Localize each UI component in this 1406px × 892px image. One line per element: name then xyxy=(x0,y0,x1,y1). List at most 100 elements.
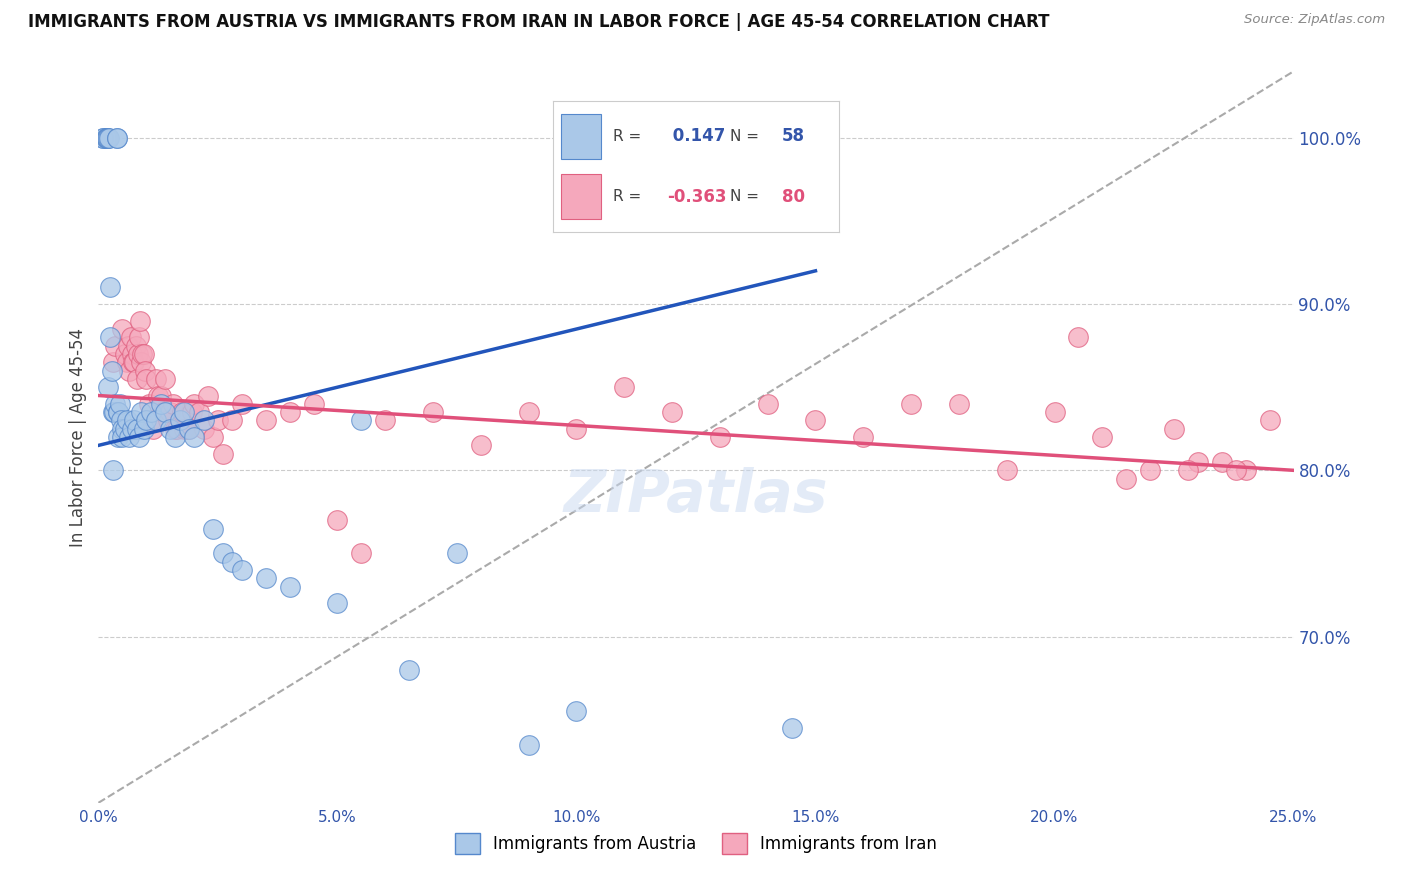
Point xyxy=(231,563,253,577)
Point xyxy=(398,663,420,677)
Point xyxy=(326,596,349,610)
Point xyxy=(995,463,1018,477)
Point xyxy=(780,721,803,735)
Point xyxy=(101,405,124,419)
Point xyxy=(121,347,143,361)
Legend: Immigrants from Austria, Immigrants from Iran: Immigrants from Austria, Immigrants from… xyxy=(449,827,943,860)
Point xyxy=(105,131,128,145)
Point xyxy=(120,330,142,344)
Point xyxy=(183,430,205,444)
Text: ZIPatlas: ZIPatlas xyxy=(564,467,828,524)
Point xyxy=(159,422,181,436)
Point xyxy=(197,388,219,402)
Point xyxy=(110,413,132,427)
Point xyxy=(131,347,153,361)
Point xyxy=(565,705,588,719)
Point xyxy=(101,363,124,377)
Point xyxy=(162,397,184,411)
Point xyxy=(166,422,188,436)
Point xyxy=(132,422,155,436)
Point xyxy=(1043,405,1066,419)
Point xyxy=(127,347,149,361)
Point xyxy=(221,413,243,427)
Point xyxy=(1187,455,1209,469)
Point xyxy=(145,372,167,386)
Point xyxy=(148,388,170,402)
Point xyxy=(302,397,325,411)
Point xyxy=(173,405,195,419)
Text: IMMIGRANTS FROM AUSTRIA VS IMMIGRANTS FROM IRAN IN LABOR FORCE | AGE 45-54 CORRE: IMMIGRANTS FROM AUSTRIA VS IMMIGRANTS FR… xyxy=(28,13,1050,31)
Point xyxy=(108,397,131,411)
Point xyxy=(565,422,588,436)
Point xyxy=(155,405,177,419)
Point xyxy=(101,463,124,477)
Text: Source: ZipAtlas.com: Source: ZipAtlas.com xyxy=(1244,13,1385,27)
Point xyxy=(169,413,191,427)
Point xyxy=(97,380,120,394)
Point xyxy=(149,397,172,411)
Point xyxy=(1211,455,1233,469)
Point xyxy=(139,413,162,427)
Point xyxy=(134,363,156,377)
Point xyxy=(121,355,143,369)
Point xyxy=(139,405,162,419)
Point xyxy=(111,430,134,444)
Point xyxy=(207,413,229,427)
Point xyxy=(103,405,125,419)
Point xyxy=(125,372,148,386)
Point xyxy=(104,339,127,353)
Point xyxy=(97,131,120,145)
Point xyxy=(98,330,122,344)
Point xyxy=(111,322,134,336)
Point xyxy=(1067,330,1090,344)
Point xyxy=(517,738,540,752)
Point xyxy=(118,430,141,444)
Point xyxy=(118,363,141,377)
Point xyxy=(446,546,468,560)
Point xyxy=(1163,422,1185,436)
Point xyxy=(193,422,215,436)
Point xyxy=(254,413,277,427)
Point xyxy=(91,131,114,145)
Point xyxy=(221,555,243,569)
Point xyxy=(193,413,215,427)
Point xyxy=(114,347,136,361)
Point xyxy=(97,131,120,145)
Point xyxy=(756,397,779,411)
Point xyxy=(326,513,349,527)
Point xyxy=(180,405,202,419)
Point xyxy=(163,422,186,436)
Point xyxy=(517,405,540,419)
Point xyxy=(96,131,118,145)
Point xyxy=(152,405,174,419)
Point xyxy=(135,413,157,427)
Point xyxy=(125,422,148,436)
Point xyxy=(132,347,155,361)
Point xyxy=(172,405,194,419)
Point xyxy=(163,430,186,444)
Point xyxy=(1234,463,1257,477)
Point xyxy=(125,339,148,353)
Point xyxy=(183,397,205,411)
Point xyxy=(135,372,157,386)
Point xyxy=(254,571,277,585)
Point xyxy=(202,522,225,536)
Point xyxy=(709,430,731,444)
Point xyxy=(661,405,683,419)
Point xyxy=(278,580,301,594)
Point xyxy=(173,422,195,436)
Point xyxy=(350,546,373,560)
Point xyxy=(156,413,179,427)
Point xyxy=(350,413,373,427)
Point xyxy=(231,397,253,411)
Point xyxy=(278,405,301,419)
Point xyxy=(115,355,138,369)
Point xyxy=(107,405,129,419)
Point xyxy=(159,405,181,419)
Point xyxy=(91,131,114,145)
Point xyxy=(155,372,177,386)
Point xyxy=(131,355,153,369)
Point xyxy=(900,397,922,411)
Point xyxy=(211,447,233,461)
Point xyxy=(1177,463,1199,477)
